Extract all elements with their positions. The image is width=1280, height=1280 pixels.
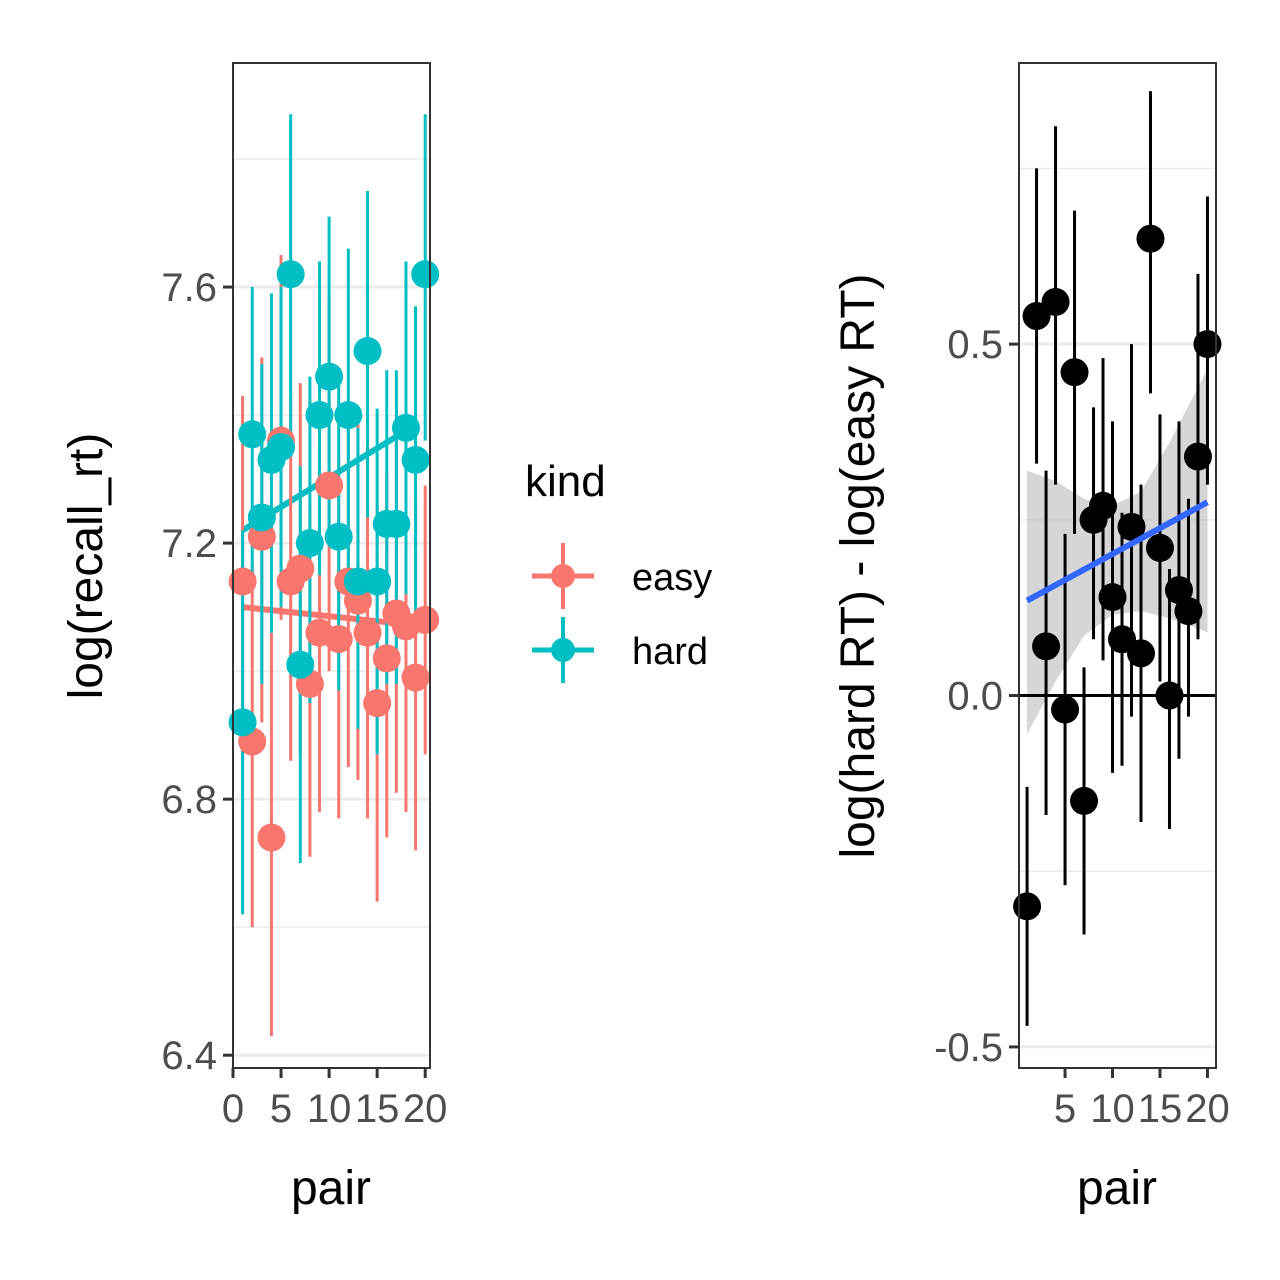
point-hard <box>334 401 363 430</box>
right-points <box>1013 224 1222 921</box>
y-tick-label: 6.4 <box>161 1034 217 1078</box>
point-easy <box>228 567 257 596</box>
y-tick-label: 7.2 <box>161 522 217 566</box>
trend-line-diff <box>1025 499 1209 604</box>
legend-title: kind <box>525 457 606 506</box>
left-panel-border <box>232 62 431 1069</box>
right-x-axis-title: pair <box>1077 1162 1157 1215</box>
point-hard <box>353 337 382 366</box>
point-diff <box>1164 576 1193 605</box>
y-tick-label: -0.5 <box>934 1026 1003 1070</box>
point-diff <box>1032 632 1061 661</box>
point-hard <box>247 503 276 532</box>
y-tick-label: 7.6 <box>161 266 217 310</box>
point-diff <box>1098 583 1127 612</box>
point-easy <box>286 554 315 583</box>
y-tick-label: 0.5 <box>947 323 1003 367</box>
x-tick-label: 15 <box>355 1087 400 1131</box>
point-diff <box>1174 597 1203 626</box>
point-diff <box>1145 533 1174 562</box>
point-hard <box>391 413 420 442</box>
left-points <box>228 260 440 852</box>
point-hard <box>238 420 267 449</box>
x-tick-label: 15 <box>1138 1087 1183 1131</box>
point-diff <box>1117 512 1146 541</box>
right-y-axis: -0.5 0.0 0.5 <box>934 323 1019 1070</box>
x-tick-label: 5 <box>270 1087 292 1131</box>
point-easy <box>363 689 392 718</box>
right-panel-border <box>1018 62 1217 1069</box>
point-diff <box>1060 358 1089 387</box>
y-tick-label: 6.8 <box>161 778 217 822</box>
x-tick-label: 20 <box>1185 1087 1230 1131</box>
point-diff <box>1126 639 1155 668</box>
point-diff <box>1089 491 1118 520</box>
point-hard <box>286 650 315 679</box>
point-diff <box>1193 330 1222 359</box>
legend-label-hard: hard <box>632 631 708 673</box>
right-trend-line <box>1025 499 1209 604</box>
point-diff <box>1155 681 1184 710</box>
point-hard <box>411 260 440 289</box>
point-hard <box>267 433 296 462</box>
left-error-bars <box>241 114 427 1036</box>
point-hard <box>295 529 324 558</box>
legend-key-hard-point <box>551 638 575 662</box>
point-easy <box>257 823 286 852</box>
point-easy <box>324 625 353 654</box>
point-hard <box>228 708 257 737</box>
point-easy <box>401 663 430 692</box>
point-hard <box>363 567 392 596</box>
legend-key-hard <box>532 617 594 683</box>
point-hard <box>324 522 353 551</box>
point-hard <box>382 509 411 538</box>
left-y-axis: 6.4 6.8 7.2 7.6 <box>161 266 233 1078</box>
x-tick-label: 10 <box>1090 1087 1135 1131</box>
left-y-axis-title: log(recall_rt) <box>60 433 113 700</box>
point-easy <box>411 605 440 634</box>
point-easy <box>343 586 372 615</box>
point-diff <box>1013 892 1042 921</box>
legend-key-easy <box>532 543 594 609</box>
point-easy <box>372 644 401 673</box>
x-tick-label: 20 <box>403 1087 448 1131</box>
right-panel: -0.5 0.0 0.5 5 10 15 20 pair log(hard RT) - l… <box>832 62 1230 1215</box>
point-hard <box>315 362 344 391</box>
y-tick-label: 0.0 <box>947 675 1003 719</box>
point-hard <box>305 401 334 430</box>
point-hard <box>276 260 305 289</box>
legend-key-easy-point <box>551 564 575 588</box>
right-x-axis: 5 10 15 20 <box>1054 1068 1230 1131</box>
point-diff <box>1051 695 1080 724</box>
point-hard <box>343 567 372 596</box>
right-y-axis-title: log(hard RT) - log(easy RT) <box>832 273 885 858</box>
point-easy <box>315 471 344 500</box>
point-diff <box>1183 442 1212 471</box>
x-tick-label: 5 <box>1054 1087 1076 1131</box>
point-diff <box>1136 224 1165 253</box>
point-easy <box>353 618 382 647</box>
legend-label-easy: easy <box>632 557 712 599</box>
left-x-axis-title: pair <box>291 1162 371 1215</box>
left-panel: 6.4 6.8 7.2 7.6 0 5 10 15 20 pair log(recall_rt… <box>60 62 448 1215</box>
x-tick-label: 10 <box>307 1087 352 1131</box>
left-x-axis: 0 5 10 15 20 <box>222 1068 448 1131</box>
point-diff <box>1070 786 1099 815</box>
point-diff <box>1041 287 1070 316</box>
legend: kind easy hard <box>525 457 712 683</box>
point-easy <box>247 522 276 551</box>
point-hard <box>401 445 430 474</box>
x-tick-label: 0 <box>222 1087 244 1131</box>
